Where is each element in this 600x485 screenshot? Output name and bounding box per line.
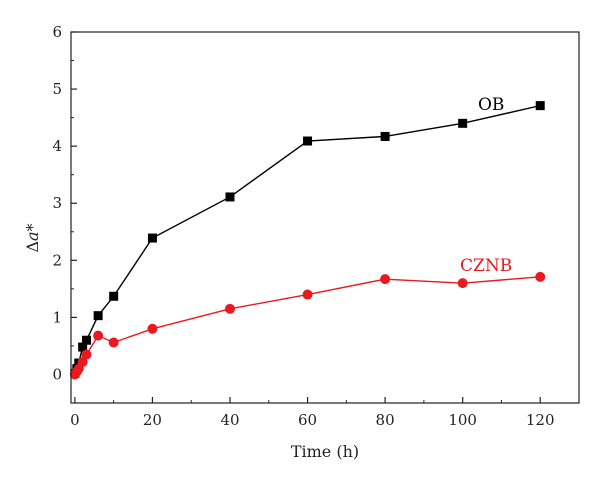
data-point-cznb <box>535 271 546 282</box>
data-point-cznb <box>380 274 391 285</box>
data-point-ob <box>82 335 92 345</box>
data-point-ob <box>380 131 390 141</box>
data-point-ob <box>109 291 119 301</box>
series-layer <box>69 101 546 380</box>
data-point-ob <box>147 233 157 243</box>
x-tick-label: 100 <box>448 411 477 429</box>
data-point-ob <box>303 136 313 146</box>
x-tick-label: 60 <box>298 411 317 429</box>
plot-frame <box>70 31 580 404</box>
x-axis-title: Time (h) <box>291 442 359 461</box>
y-tick-label: 3 <box>52 194 62 212</box>
x-tick-label: 80 <box>376 411 395 429</box>
y-tick-label: 1 <box>52 308 62 326</box>
y-tick-label: 2 <box>52 251 62 269</box>
x-tick-label: 120 <box>526 411 555 429</box>
series-label-cznb: CZNB <box>460 256 512 276</box>
data-point-cznb <box>224 303 235 314</box>
axis-ticks: 0 20 40 60 80 100 120 0 1 2 3 4 5 6 <box>52 23 554 429</box>
series-line-ob <box>74 104 541 374</box>
data-point-cznb <box>108 337 119 348</box>
data-point-ob <box>78 342 88 352</box>
y-tick-label: 4 <box>52 137 62 155</box>
data-point-cznb <box>77 356 88 367</box>
data-point-ob <box>93 311 103 321</box>
data-point-ob <box>458 118 468 128</box>
data-point-cznb <box>457 278 468 289</box>
series-label-ob: OB <box>478 95 504 115</box>
data-point-cznb <box>81 349 92 360</box>
y-axis-title: Δa* <box>23 223 42 252</box>
y-tick-label: 5 <box>52 80 62 98</box>
data-point-ob <box>535 101 545 111</box>
data-point-cznb <box>93 330 104 341</box>
data-point-cznb <box>147 323 158 334</box>
data-point-cznb <box>302 289 313 300</box>
x-tick-label: 40 <box>220 411 239 429</box>
y-tick-label: 6 <box>52 23 62 41</box>
x-tick-label: 20 <box>143 411 162 429</box>
x-tick-label: 0 <box>70 411 80 429</box>
y-tick-label: 0 <box>52 365 62 383</box>
data-point-ob <box>225 192 235 202</box>
